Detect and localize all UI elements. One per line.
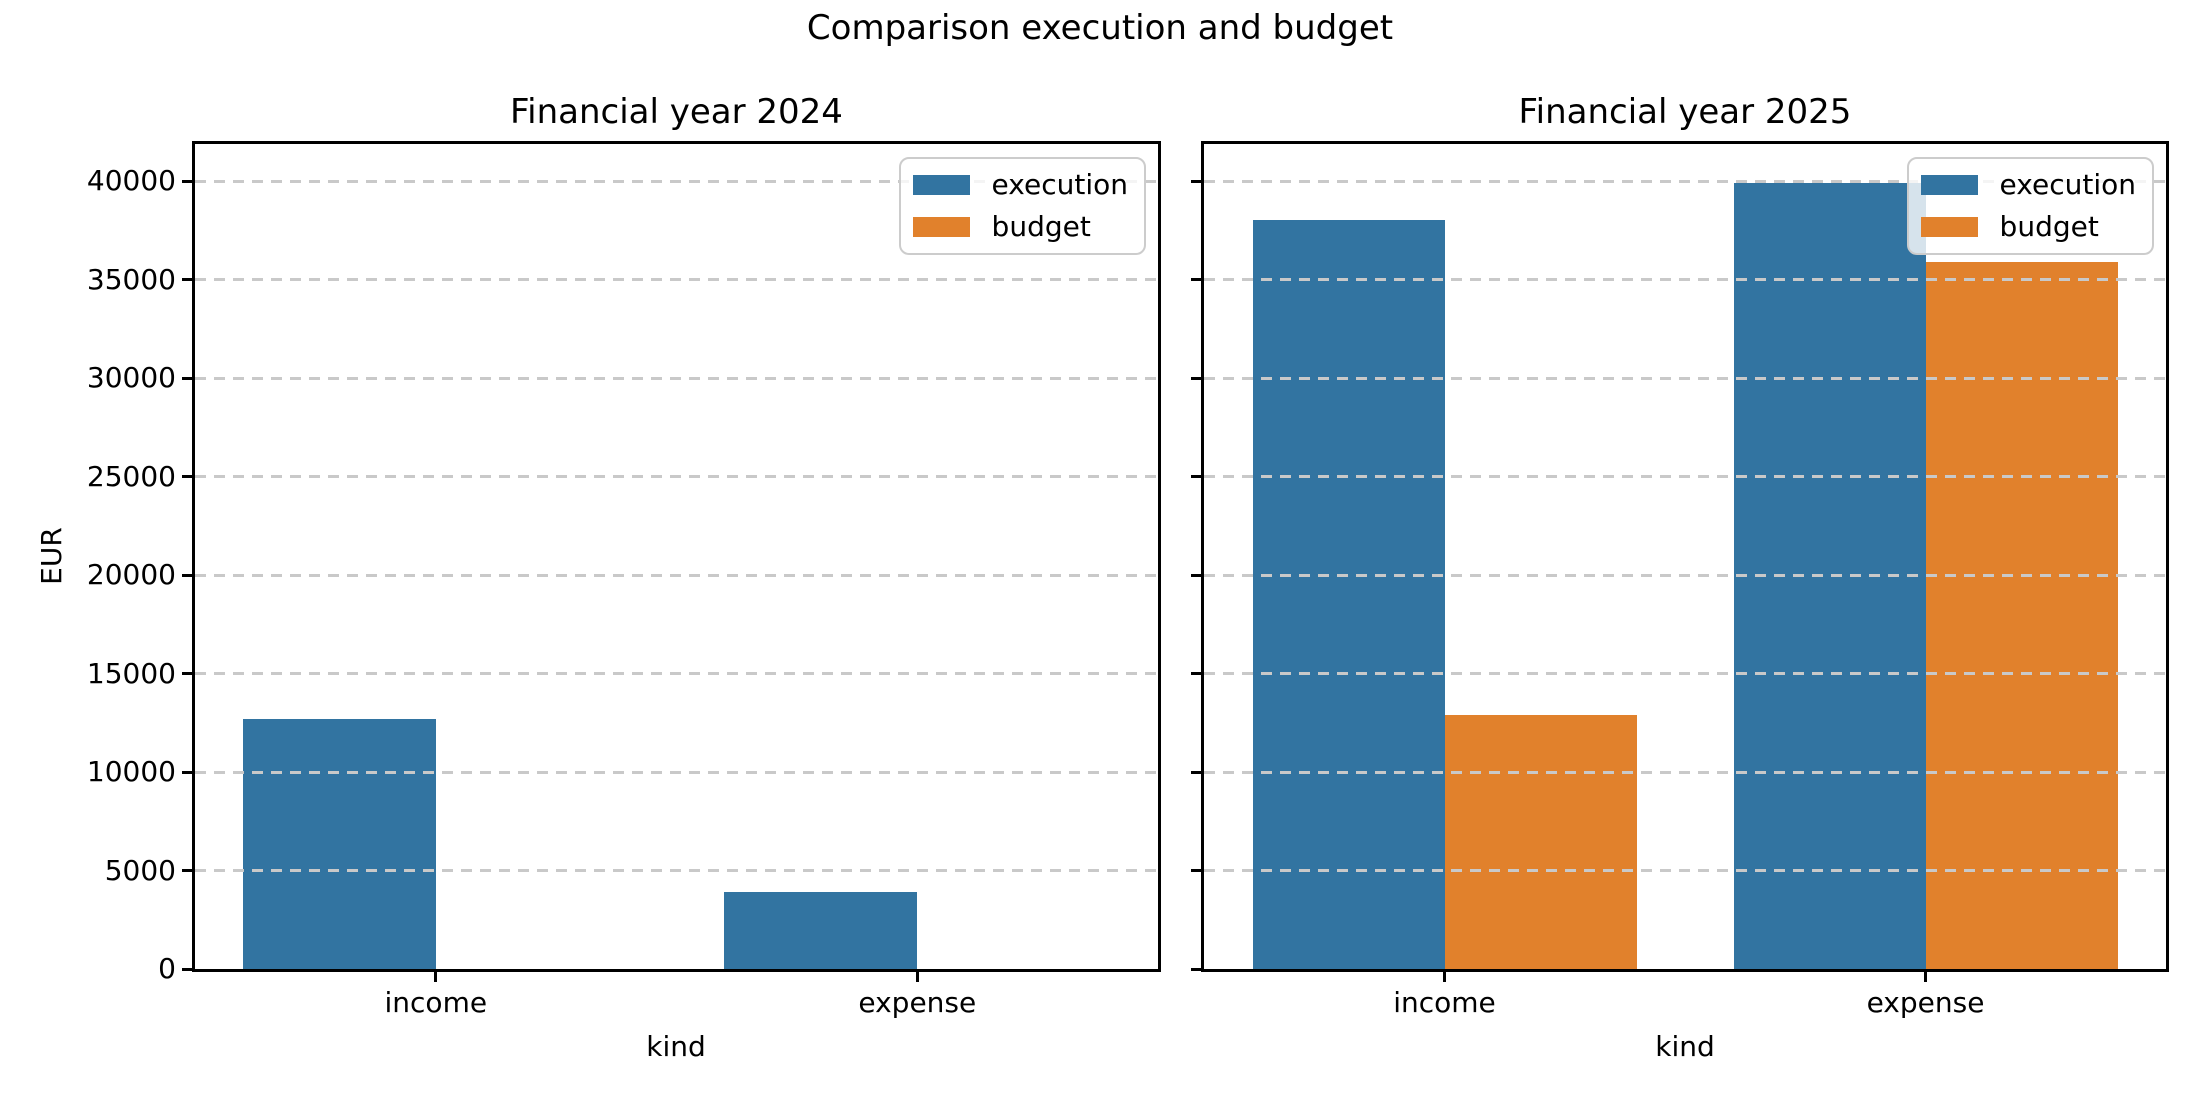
y-tick-mark xyxy=(1191,475,1201,478)
x-axis-label-2024: kind xyxy=(646,1030,706,1063)
legend-swatch-budget xyxy=(1920,217,1978,237)
bar-2024-expense-execution xyxy=(724,892,917,969)
legend-label-execution: execution xyxy=(1999,168,2136,201)
y-tick-mark xyxy=(182,869,192,872)
gridline-25000 xyxy=(1204,475,2166,478)
legend-label-execution: execution xyxy=(991,168,1128,201)
legend-row-budget: budget xyxy=(912,210,1128,243)
y-tick-label-25000: 25000 xyxy=(86,459,176,493)
y-tick-mark xyxy=(182,475,192,478)
y-tick-mark xyxy=(1191,967,1201,971)
gridline-40000 xyxy=(1204,179,2166,183)
y-tick-mark xyxy=(182,770,192,774)
x-tick-mark xyxy=(434,972,438,982)
gridline-25000 xyxy=(195,475,1158,478)
gridline-10000 xyxy=(1204,770,2166,774)
y-tick-label-35000: 35000 xyxy=(86,262,176,296)
gridline-10000 xyxy=(195,770,1158,774)
gridline-20000 xyxy=(195,573,1158,577)
x-tick-mark xyxy=(915,972,919,982)
gridline-30000 xyxy=(1204,376,2166,380)
legend-label-budget: budget xyxy=(1999,210,2099,243)
plot-area-2024: execution budget xyxy=(182,144,1158,982)
gridline-40000 xyxy=(195,179,1158,183)
y-tick-mark xyxy=(1191,672,1201,675)
y-tick-mark xyxy=(1191,770,1201,774)
gridline-30000 xyxy=(195,376,1158,380)
x-tick-label-2024-income: income xyxy=(384,986,488,1019)
legend-swatch-budget xyxy=(912,217,970,237)
legend-2025: execution budget xyxy=(1906,157,2154,255)
x-tick-label-2025-expense: expense xyxy=(1866,986,1985,1019)
y-tick-label-40000: 40000 xyxy=(86,164,176,197)
gridline-5000 xyxy=(1204,869,2166,872)
subplot-title-2024: Financial year 2024 xyxy=(510,92,843,132)
subplot-title-2025: Financial year 2025 xyxy=(1518,92,1852,132)
y-tick-mark xyxy=(1191,573,1201,577)
legend-swatch-execution xyxy=(912,175,970,195)
y-tick-mark xyxy=(1191,179,1201,183)
y-tick-label-5000: 5000 xyxy=(104,853,176,887)
gridline-20000 xyxy=(1204,573,2166,577)
y-tick-mark xyxy=(182,179,192,183)
y-tick-mark xyxy=(182,967,192,971)
x-axis-label-2025: kind xyxy=(1655,1030,1715,1063)
bar-2024-income-execution xyxy=(243,718,436,969)
bar-2025-income-budget xyxy=(1445,714,1637,969)
bar-2025-expense-budget xyxy=(1926,261,2118,969)
gridline-35000 xyxy=(195,278,1158,281)
y-tick-mark xyxy=(182,376,192,380)
bar-2025-income-execution xyxy=(1253,220,1445,969)
y-tick-mark xyxy=(1191,278,1201,281)
gridline-35000 xyxy=(1204,278,2166,281)
y-tick-label-10000: 10000 xyxy=(86,755,176,788)
figure-suptitle: Comparison execution and budget xyxy=(806,8,1394,48)
legend-2024: execution budget xyxy=(898,157,1146,255)
y-tick-mark xyxy=(182,278,192,281)
gridline-15000 xyxy=(1204,672,2166,675)
legend-label-budget: budget xyxy=(991,210,1091,243)
x-tick-label-2025-income: income xyxy=(1393,986,1496,1019)
legend-swatch-execution xyxy=(1920,175,1978,195)
y-tick-mark xyxy=(182,573,192,577)
gridline-5000 xyxy=(195,869,1158,872)
y-tick-label-20000: 20000 xyxy=(86,558,176,591)
y-tick-label-15000: 15000 xyxy=(86,656,176,690)
x-tick-label-2024-expense: expense xyxy=(858,986,977,1019)
y-tick-label-30000: 30000 xyxy=(86,361,176,394)
legend-row-execution: execution xyxy=(1920,168,2136,201)
plot-area-2025: execution budget xyxy=(1191,144,2166,982)
legend-row-execution: execution xyxy=(912,168,1128,201)
gridline-15000 xyxy=(195,672,1158,675)
legend-row-budget: budget xyxy=(1920,210,2136,243)
y-tick-label-0: 0 xyxy=(158,952,176,985)
y-tick-mark xyxy=(182,672,192,675)
y-tick-mark xyxy=(1191,869,1201,872)
x-tick-mark xyxy=(1443,972,1446,982)
x-tick-mark xyxy=(1924,972,1927,982)
y-tick-mark xyxy=(1191,376,1201,380)
